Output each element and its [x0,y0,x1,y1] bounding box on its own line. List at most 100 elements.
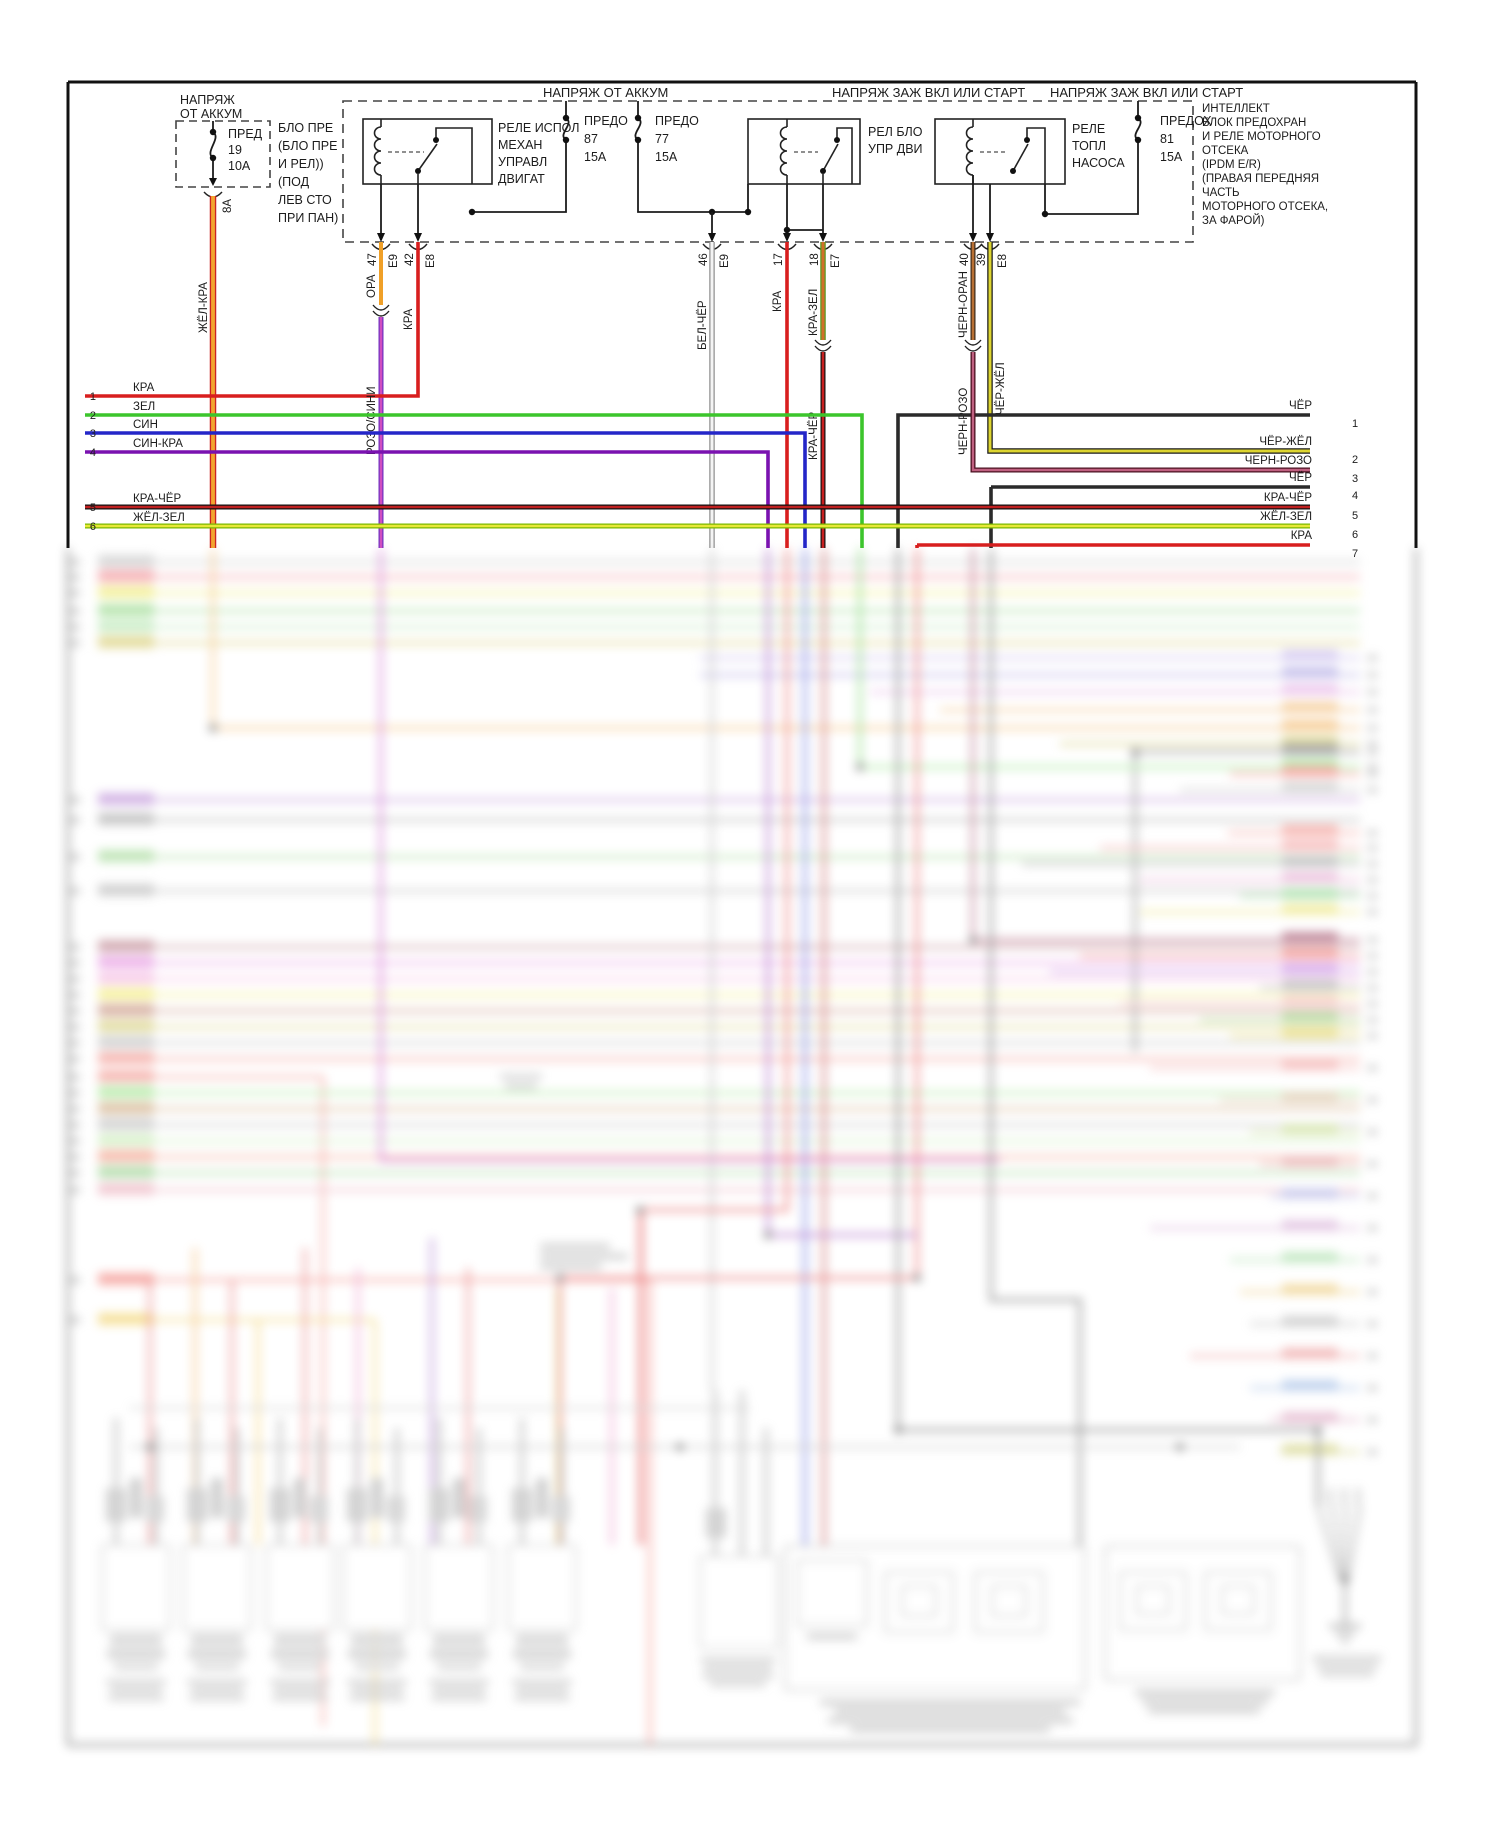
fuse-81-dot-bottom [1134,136,1142,144]
relay2-label-1: УПР ДВИ [868,142,923,156]
pins17-18-bridge-dot [783,226,791,234]
right-row-3-label: ЧЕРН-РОЗО [1245,455,1312,467]
ipdm-note-7: МОТОРНОГО ОТСЕКА, [1202,201,1328,213]
right-row-5-label: КРА-ЧЁР [1264,492,1312,504]
relay1-label-2: УПРАВЛ [498,155,547,169]
pin-17: 17 [773,253,785,266]
fuse-19-arrow [209,178,217,186]
fuse-87-number: 87 [584,132,598,146]
right-row-4-num: 4 [1352,490,1358,502]
battery-note-0: БЛО ПРЕ [278,121,333,135]
relay-fuel-pump [934,118,1066,185]
bus-label-ignition-2: НАПРЯЖ ЗАЖ ВКЛ ИЛИ СТАРТ [1050,85,1243,100]
blurred-harness-svg [66,548,1418,1747]
wire-row-green [85,413,864,548]
wire-row-violet [85,450,770,548]
pin-39: 39 [976,253,988,266]
relay1-contact-dot [433,137,439,143]
right-row-2-num: 2 [1352,454,1358,466]
fuse-81-name: ПРЕДОХ [1160,114,1212,128]
relay2-contact-dot [834,137,840,143]
fuse-77-number: 77 [655,132,669,146]
battery-fuse-title-2: ОТ АККУМ [180,107,242,121]
bus-label-ignition-1: НАПРЯЖ ЗАЖ ВКЛ ИЛИ СТАРТ [832,85,1025,100]
left-row-6-num: 6 [90,521,96,533]
right-row-4-label: ЧЁР [1289,472,1312,484]
wire-row-black-1 [896,413,1310,548]
battery-note-5: ПРИ ПАН) [278,211,338,225]
right-row-labels: ЧЁР 1 ЧЁР-ЖЁЛ 2 ЧЕРН-РОЗО 3 ЧЁР 4 КРА-ЧЁ… [1245,400,1358,560]
ipdm-note-1: БЛОК ПРЕДОХРАН [1202,117,1306,129]
relay3-contact-dot [1024,137,1030,143]
fuse-87-dot-bottom [562,136,570,144]
ipdm-note-4: (IPDM E/R) [1202,159,1261,171]
right-row-6-num: 6 [1352,529,1358,541]
right-row-6-label: ЖЁЛ-ЗЕЛ [1260,511,1312,523]
battery-fuse-block: НАПРЯЖ ОТ АККУМ ПРЕД 19 10А 8А БЛО ПРЕ (… [175,93,338,225]
wire-bel-chor: БЕЛ-ЧЁР [697,300,709,350]
drop-wire-labels: 47 E9 ОРА РОЗО/СИНИ 42 E8 КРА 46 E9 БЕЛ-… [366,253,1009,460]
wire-kra-42: КРА [403,308,415,330]
relay1-label-1: МЕХАН [498,138,542,152]
pin-arrows [377,233,994,242]
right-row-3-num: 3 [1352,473,1358,485]
right-row-7-num: 7 [1352,548,1358,560]
fuse-87-dot-top [562,114,570,122]
wire-row-maroon [971,352,1310,472]
blurred-diagram-section [0,548,1500,1790]
ipdm-note-6: ЧАСТЬ [1202,187,1240,199]
battery-note-1: (БЛО ПРЕ [278,139,337,153]
wire-kra-17: КРА [772,290,784,312]
relay3-common-dot [1010,168,1016,174]
pin-connector-arcs [371,243,1000,251]
left-row-4-num: 4 [90,447,96,459]
left-row-4-label: СИН-КРА [133,438,183,450]
wire-kra-zel: КРА-ЗЕЛ [808,289,820,336]
battery-note-2: И РЕЛ)) [278,157,324,171]
conn-e9-a: E9 [388,254,400,268]
ipdm-dashed-box [342,100,1194,243]
left-row-2-num: 2 [90,410,96,422]
right-row-5-num: 5 [1352,510,1358,522]
relay2-junction-dot [744,208,752,216]
pin-18: 18 [809,253,821,266]
battery-fuse-title-1: НАПРЯЖ [180,93,235,107]
pin-42: 42 [404,253,416,266]
fuse-87-amps: 15А [584,150,607,164]
wire-chor-zhol-drop: ЧЁР-ЖЁЛ [995,362,1007,415]
fuse-19-name: ПРЕД [228,127,263,141]
relay-engine-control-actuators [362,118,493,185]
fuse-81-dot-top [1134,114,1142,122]
ipdm-note-3: ОТСЕКА [1202,145,1249,157]
conn-e9-b: E9 [719,254,731,268]
relay2-common-dot [820,168,826,174]
wire-row-blue [85,431,807,548]
ipdm-note-8: ЗА ФАРОЙ) [1202,214,1265,227]
fuse-87-name: ПРЕДО [584,114,628,128]
left-row-2-label: ЗЕЛ [133,401,155,413]
bus-label-battery: НАПРЯЖ ОТ АККУМ [543,85,668,100]
right-row-1-num: 1 [1352,418,1358,430]
fuse-19-dot-top [209,128,217,136]
fuse-19-pin: 8А [222,199,234,213]
drop-wires [85,242,1310,548]
relay2-label-0: РЕЛ БЛО [868,125,923,139]
right-row-2-label: ЧЁР-ЖЁЛ [1259,436,1312,448]
pin-46: 46 [698,253,710,266]
left-row-1-label: КРА [133,382,155,394]
relay3-label-0: РЕЛЕ [1072,122,1105,136]
relay1-label-3: ДВИГАТ [498,172,545,186]
ipdm-note-2: И РЕЛЕ МОТОРНОГО [1202,131,1321,143]
pin-47: 47 [367,253,379,266]
left-row-3-label: СИН [133,419,158,431]
wire-break-connectors [372,304,982,352]
left-row-5-label: КРА-ЧЁР [133,493,181,505]
ipdm-note: ИНТЕЛЛЕКТ БЛОК ПРЕДОХРАН И РЕЛЕ МОТОРНОГ… [1202,103,1328,227]
conn-e7: E7 [830,254,842,268]
relay-engine-control-unit [747,118,861,185]
relay1-junction-dot [468,208,476,216]
fuse-77-amps: 15А [655,150,678,164]
wire-rows [85,352,1310,548]
fuse-19-number: 19 [228,143,242,157]
